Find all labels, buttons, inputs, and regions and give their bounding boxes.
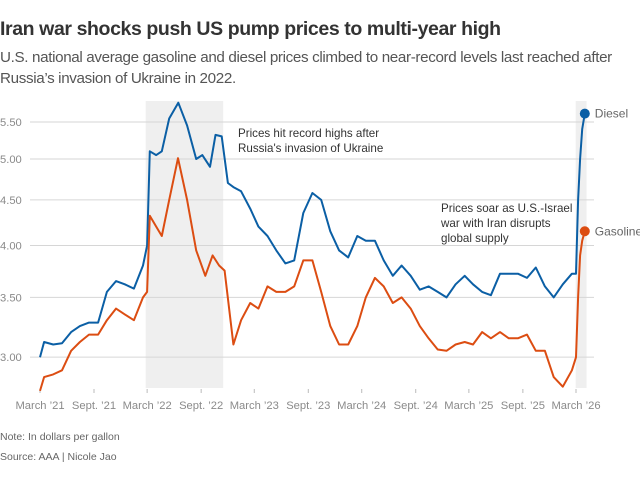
x-tick-label: Sept. ’22 [179, 400, 223, 412]
annotation-line: Prices hit record highs after [238, 127, 379, 140]
x-tick-label: March ’25 [444, 400, 493, 412]
x-axis: March ’21 Sept. ’21 March ’22 Sept. ’22 Marc… [15, 389, 601, 412]
chart-title: Iran war shocks push US pump prices to m… [0, 18, 501, 40]
series-end-dot [579, 226, 590, 237]
series-line-diesel [39, 101, 586, 358]
series-end-dot [579, 108, 590, 119]
x-tick-label: March ’24 [337, 400, 386, 412]
series-lines: Diesel Gasoline [39, 101, 640, 392]
chart-note: Note: In dollars per gallon [0, 431, 120, 443]
annotation-line: global supply [441, 232, 509, 245]
chart-subtitle: U.S. national average gasoline and diese… [0, 49, 612, 87]
annotation-line: Russia's invasion of Ukraine [238, 142, 383, 155]
y-tick-label: 3.00 [0, 352, 22, 364]
shaded-period [145, 101, 224, 388]
series-label-gasoline: Gasoline [595, 224, 640, 238]
x-tick-label: Sept. ’24 [394, 400, 438, 412]
x-tick-label: Sept. ’25 [501, 400, 545, 412]
x-tick-label: March ’26 [551, 400, 600, 412]
y-tick-label: 4.50 [0, 195, 22, 207]
annotation-line: Prices soar as U.S.-Israel [441, 202, 572, 215]
gridlines: 3.00 3.50 4.00 4.50 5.00 5.50 [0, 117, 594, 364]
chart-source: Source: AAA | Nicole Jao [0, 451, 117, 463]
y-tick-label: 5.00 [0, 154, 22, 166]
x-tick-label: Sept. ’23 [286, 400, 330, 412]
y-tick-label: 5.50 [0, 117, 22, 129]
annotation-line: war with Iran disrupts [440, 217, 551, 230]
series-label-diesel: Diesel [595, 107, 628, 121]
x-tick-label: March ’22 [123, 400, 172, 412]
annotations: Prices hit record highs after Russia's in… [238, 127, 572, 245]
x-tick-label: March ’23 [230, 400, 279, 412]
y-tick-label: 3.50 [0, 292, 22, 304]
y-tick-label: 4.00 [0, 241, 22, 253]
series-line-gasoline [39, 157, 586, 392]
x-tick-label: March ’21 [15, 400, 64, 412]
x-tick-label: Sept. ’21 [72, 400, 116, 412]
